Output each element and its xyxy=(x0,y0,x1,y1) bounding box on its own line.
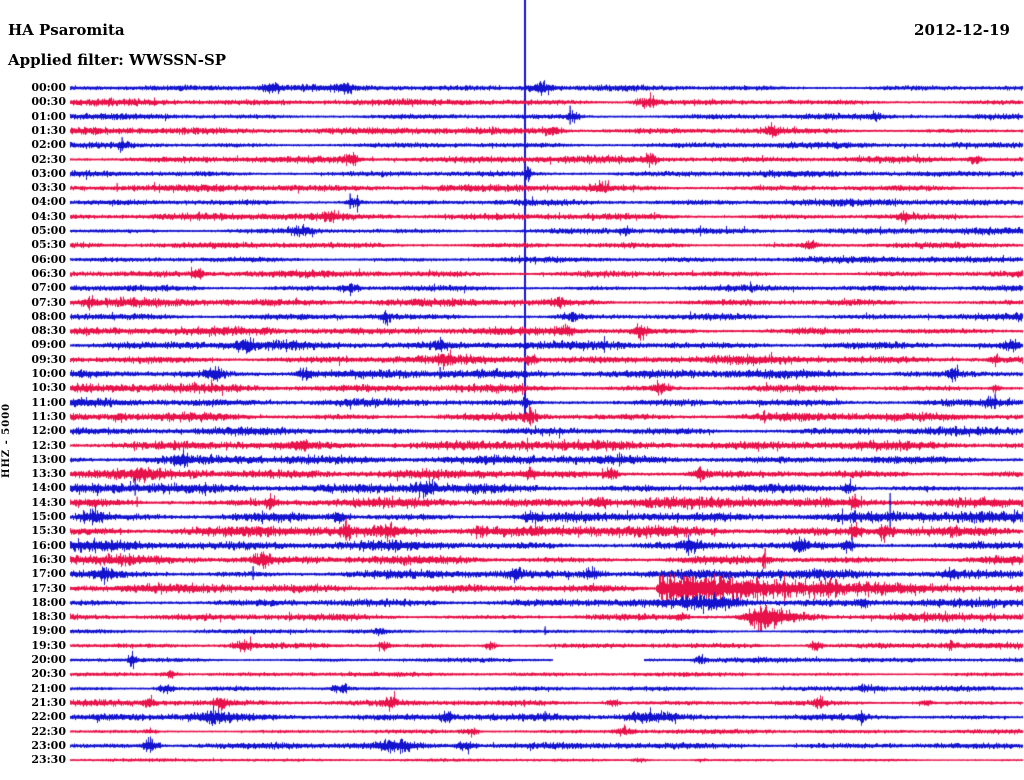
helicorder-traces-canvas xyxy=(0,0,1024,780)
helicorder-page: HA Psaromita Applied filter: WWSSN-SP 20… xyxy=(0,0,1024,780)
